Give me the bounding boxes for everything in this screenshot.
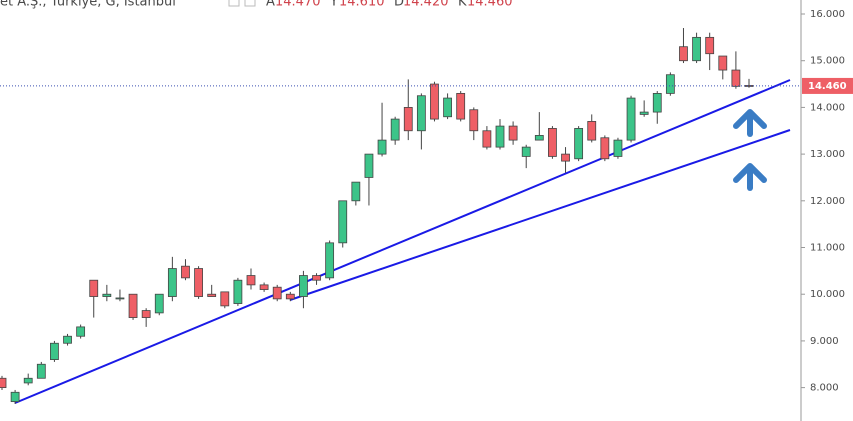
candle-body [377, 139, 387, 155]
icon [244, 0, 256, 7]
candle-body [574, 128, 584, 160]
candle-body [220, 291, 230, 307]
candle-body [50, 342, 59, 360]
candle-body [23, 377, 33, 384]
candle-body [194, 268, 203, 297]
ohlc-value: 14.610 [339, 0, 385, 10]
ohlc-key: K [458, 0, 467, 10]
candle-body [0, 377, 7, 389]
candle-body [626, 97, 636, 141]
candle-body [76, 326, 86, 337]
candle-body [692, 36, 701, 62]
candle-body [115, 297, 125, 300]
candle-body [181, 265, 190, 279]
symbol: et A.Ş., Türkiye, G, İstanbul [0, 0, 176, 10]
candle-body [207, 293, 217, 297]
ohlc-key: A [266, 0, 275, 10]
candle-body [731, 69, 741, 87]
ohlc-value: 14.470 [275, 0, 321, 10]
candle-body [403, 107, 413, 132]
y-tick-label: 15.000 [810, 56, 845, 67]
header: et A.Ş., Türkiye, G, İstanbul A 14.470 Y 14… [0, 0, 513, 10]
candle-body [469, 109, 479, 132]
last-price-label: 14.460 [808, 81, 847, 92]
candle-body [679, 46, 688, 62]
candle-body [456, 92, 466, 120]
candle-body [561, 153, 570, 162]
candle-body [285, 293, 295, 300]
trend-line [14, 79, 791, 404]
candle-body [364, 153, 374, 178]
candle-body [167, 268, 177, 297]
last-price-box [802, 77, 853, 94]
y-tick-label: 16.000 [810, 9, 845, 20]
ohlc-key: D [394, 0, 404, 10]
candle-body [521, 146, 531, 157]
candle-body [338, 200, 348, 244]
candle-body [430, 83, 439, 120]
candle-body [325, 242, 335, 279]
candle-body [534, 135, 544, 141]
ohlc-value: 14.420 [403, 0, 449, 10]
candle-body [259, 284, 269, 290]
ohlc-legend: A 14.470 Y 14.610 D14.420 K 14.460 [266, 0, 513, 10]
candle-body [36, 363, 46, 379]
candle-body [443, 97, 452, 118]
y-tick-label: 9.000 [810, 336, 839, 347]
candle-body [548, 128, 557, 157]
candle-body [652, 92, 662, 113]
candle-body [495, 125, 505, 148]
candle-body [154, 293, 164, 314]
candle-body [705, 36, 715, 55]
candle-body [272, 286, 282, 300]
candle-body [718, 55, 728, 71]
y-tick-label: 14.000 [810, 102, 845, 113]
candle-body [351, 181, 361, 202]
ohlc-key: Y [329, 0, 338, 10]
candle-body [10, 391, 20, 403]
candle-body [89, 279, 99, 297]
candle-body [299, 275, 308, 297]
candle-body [233, 279, 243, 304]
y-tick-label: 13.000 [810, 149, 845, 160]
icon [228, 0, 240, 7]
candle-body [508, 125, 518, 141]
candle-body [63, 335, 72, 344]
candle-body [416, 95, 426, 132]
candle-body [613, 139, 623, 157]
candle-body [312, 275, 321, 281]
y-tick-label: 10.000 [810, 289, 845, 300]
candle-body [744, 85, 754, 87]
candle-body [128, 293, 138, 318]
candle-body [390, 118, 400, 141]
y-tick-label: 8.000 [810, 383, 839, 394]
trend-line [289, 129, 791, 301]
candle-body [482, 130, 492, 148]
y-tick-label: 11.000 [810, 243, 845, 254]
candle-body [102, 293, 112, 297]
candle-body [141, 310, 151, 318]
candle-body [639, 111, 649, 115]
candle-body [600, 137, 610, 160]
candle-body [665, 74, 675, 94]
candle-body [246, 275, 256, 286]
ohlc-value: 14.460 [467, 0, 513, 10]
y-tick-label: 12.000 [810, 196, 845, 207]
candle-body [587, 121, 597, 141]
